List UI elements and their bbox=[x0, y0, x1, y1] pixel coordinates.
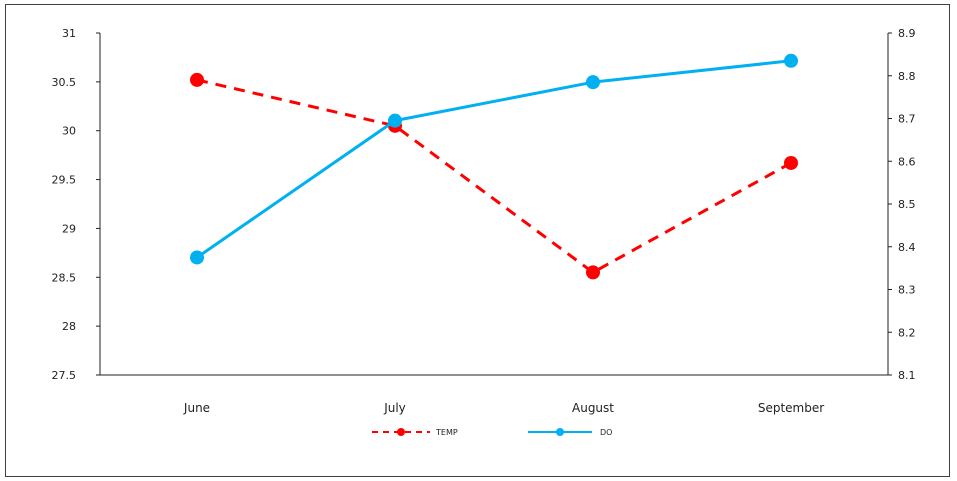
data-point-temp bbox=[784, 155, 798, 170]
right-tick-label: 8.1 bbox=[898, 369, 916, 382]
left-tick-label: 30 bbox=[62, 125, 76, 138]
left-tick-label: 29.5 bbox=[52, 174, 77, 187]
right-tick-label: 8.8 bbox=[898, 70, 916, 83]
data-point-do bbox=[586, 75, 600, 90]
x-category-label: June bbox=[183, 401, 210, 415]
legend: TEMP DO bbox=[372, 428, 612, 437]
data-point-do bbox=[388, 113, 402, 128]
legend-item-do: DO bbox=[528, 428, 612, 437]
legend-label: TEMP bbox=[435, 428, 458, 437]
legend-marker bbox=[556, 428, 564, 436]
x-category-labels: June July August September bbox=[183, 401, 824, 415]
x-category-label: July bbox=[383, 401, 406, 415]
series-line-do bbox=[196, 59, 792, 259]
right-tick-label: 8.7 bbox=[898, 113, 916, 126]
right-tick-label: 8.3 bbox=[898, 284, 916, 297]
legend-item-temp: TEMP bbox=[372, 428, 458, 437]
series-do bbox=[190, 53, 798, 265]
left-tick-label: 27.5 bbox=[52, 369, 77, 382]
data-point-temp bbox=[586, 265, 600, 280]
right-tick-label: 8.2 bbox=[898, 326, 916, 339]
left-tick-label: 30.5 bbox=[52, 76, 77, 89]
legend-marker bbox=[397, 428, 405, 436]
right-tick-label: 8.6 bbox=[898, 155, 916, 168]
series-line-temp bbox=[196, 78, 792, 274]
data-point-do bbox=[784, 53, 798, 68]
series-layer bbox=[190, 53, 798, 280]
left-tick-label: 29 bbox=[62, 222, 76, 235]
x-category-label: September bbox=[758, 401, 824, 415]
right-tick-label: 8.5 bbox=[898, 198, 916, 211]
left-tick-label: 28 bbox=[62, 320, 76, 333]
left-y-ticks: 27.5 28 28.5 29 29.5 30 30.5 31 bbox=[52, 27, 100, 382]
data-point-do bbox=[190, 250, 204, 265]
right-y-ticks: 8.1 8.2 8.3 8.4 8.5 8.6 8.7 8.8 8.9 bbox=[888, 27, 916, 382]
data-point-temp bbox=[190, 72, 204, 87]
left-tick-label: 28.5 bbox=[52, 271, 77, 284]
x-category-label: August bbox=[572, 401, 614, 415]
left-tick-label: 31 bbox=[62, 27, 76, 40]
series-temp bbox=[190, 72, 798, 280]
right-tick-label: 8.4 bbox=[898, 241, 916, 254]
right-tick-label: 8.9 bbox=[898, 27, 916, 40]
chart-frame bbox=[5, 4, 950, 477]
legend-label: DO bbox=[600, 428, 612, 437]
